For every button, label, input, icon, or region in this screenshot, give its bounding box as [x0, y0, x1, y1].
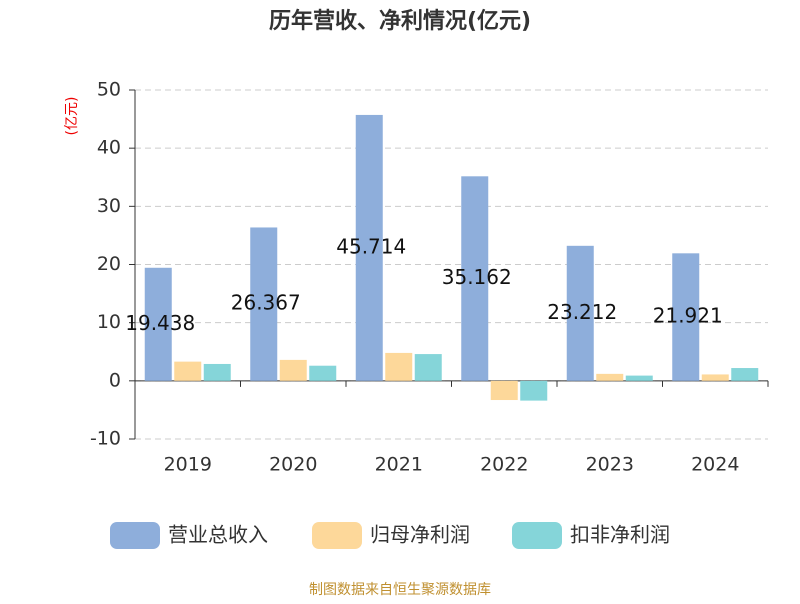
- y-tick-label: -10: [90, 428, 121, 450]
- bar: [625, 375, 653, 381]
- x-tick-label: 2020: [269, 454, 317, 476]
- x-tick-label: 2021: [375, 454, 423, 476]
- bar: [490, 380, 518, 401]
- bar: [385, 352, 413, 381]
- bar: [414, 354, 442, 381]
- bar: [596, 373, 624, 381]
- legend-label: 营业总收入: [168, 523, 268, 547]
- bar: [144, 267, 172, 381]
- x-tick-label: 2022: [480, 454, 528, 476]
- data-label: 26.367: [231, 291, 301, 315]
- y-tick-label: 50: [97, 79, 121, 101]
- bar: [731, 368, 759, 381]
- data-label: 45.714: [336, 234, 406, 258]
- y-tick-label: 0: [109, 369, 121, 391]
- legend-swatch[interactable]: [512, 522, 562, 549]
- x-tick-label: 2019: [164, 454, 212, 476]
- legend-label: 扣非净利润: [570, 523, 670, 547]
- legend-swatch[interactable]: [312, 522, 362, 549]
- bar: [520, 380, 548, 401]
- y-tick-label: 10: [97, 311, 121, 333]
- y-tick-label: 20: [97, 253, 121, 275]
- y-axis-label: (亿元): [64, 97, 80, 136]
- bar: [672, 253, 700, 381]
- bar: [309, 365, 337, 381]
- data-label: 35.162: [442, 265, 512, 289]
- data-label: 21.921: [653, 304, 723, 328]
- source-note: 制图数据来自恒生聚源数据库: [309, 582, 491, 598]
- bar: [174, 361, 202, 381]
- x-tick-label: 2024: [691, 454, 739, 476]
- y-tick-label: 40: [97, 137, 121, 159]
- legend-swatch[interactable]: [110, 522, 160, 549]
- bar: [701, 374, 729, 381]
- data-label: 19.438: [125, 311, 195, 335]
- x-tick-label: 2023: [586, 454, 634, 476]
- bar: [461, 176, 489, 381]
- y-tick-label: 30: [97, 195, 121, 217]
- bar: [355, 114, 383, 381]
- bar: [250, 227, 278, 381]
- bar: [279, 359, 307, 381]
- bar: [203, 363, 231, 381]
- bar: [566, 245, 594, 381]
- chart-title: 历年营收、净利情况(亿元): [269, 8, 531, 34]
- data-label: 23.212: [547, 300, 617, 324]
- legend-label: 归母净利润: [370, 523, 470, 547]
